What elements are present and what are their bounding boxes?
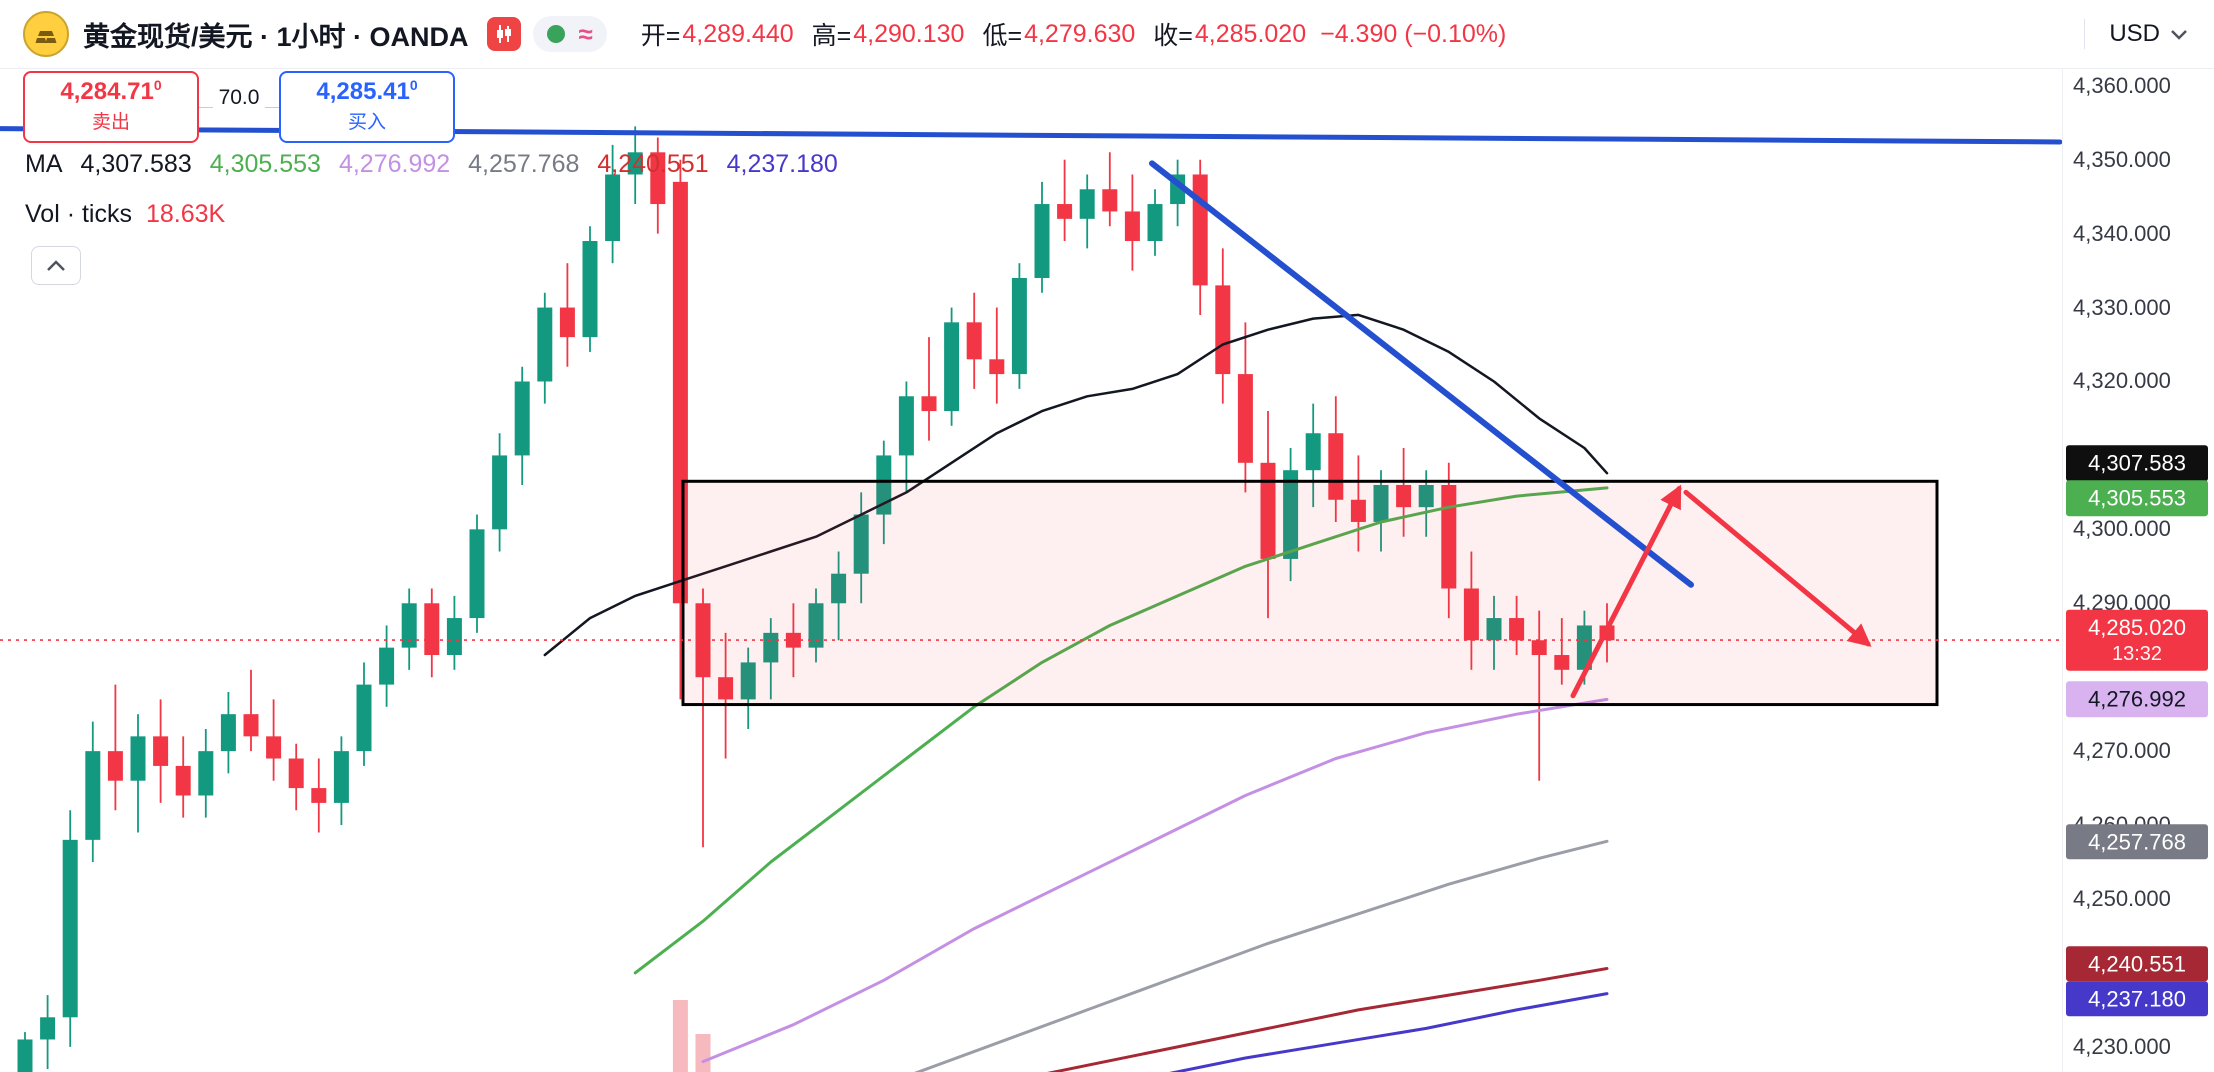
wave-indicator-icon[interactable]: ≈ xyxy=(578,19,593,49)
price-axis-label: 4,360.000 xyxy=(2073,72,2171,98)
currency-selector[interactable]: USD xyxy=(2084,19,2188,49)
volume-value: 18.63K xyxy=(145,200,226,228)
ma-value: 4,240.551 xyxy=(597,150,709,178)
price-axis-label: 4,340.000 xyxy=(2073,220,2171,246)
ma-label: MA xyxy=(25,150,63,178)
arrow-annotation-2[interactable] xyxy=(1683,489,1872,647)
close-value: 4,285.020 xyxy=(1194,19,1307,48)
ma-red-line xyxy=(1046,967,1609,1072)
sell-price-main: 4,284.71 xyxy=(60,78,154,105)
ma-value: 4,276.992 xyxy=(338,150,451,178)
symbol-title[interactable]: 黄金现货/美元 · 1小时 · OANDA xyxy=(83,21,469,52)
candle-glyph-icon xyxy=(496,25,511,43)
sell-price: 4,284.710 xyxy=(29,77,193,106)
currency-label: USD xyxy=(2109,20,2160,47)
trade-panel: 4,284.710 卖出 70.0 4,285.410 买入 xyxy=(23,71,455,143)
gold-bars-icon xyxy=(35,31,57,43)
price-badge: 4,237.180 xyxy=(2066,981,2208,1017)
price-badge: 4,285.020 13:32 xyxy=(2066,609,2208,671)
sell-price-sup: 0 xyxy=(153,77,162,93)
collapse-indicators-button[interactable] xyxy=(31,246,81,285)
volume-bars-layer xyxy=(672,1000,711,1072)
ma-green-line xyxy=(633,486,1609,975)
ma-gray-line xyxy=(914,839,1609,1072)
candlestick-icon[interactable] xyxy=(486,17,521,51)
change-value: −4.390 (−0.10%) xyxy=(1320,19,1507,48)
range-box-annotation[interactable] xyxy=(681,479,1939,707)
volume-label: Vol · ticks xyxy=(25,200,132,228)
dot-indicator-icon[interactable] xyxy=(546,25,565,43)
price-axis-label: 4,320.000 xyxy=(2073,368,2171,394)
price-axis-label: 4,330.000 xyxy=(2073,294,2171,320)
symbol-logo-icon[interactable] xyxy=(23,11,69,57)
spread-widget: 70.0 xyxy=(199,78,279,136)
spread-value: 70.0 xyxy=(212,86,266,110)
ma-value: 4,307.583 xyxy=(80,150,192,178)
ma-indigo-line xyxy=(1169,992,1609,1072)
ohlc-readout: 开= 4,289.440 高= 4,290.130 低= 4,279.630 收= 4,… xyxy=(641,16,1507,52)
price-axis-label: 4,350.000 xyxy=(2073,146,2171,172)
price-badge: 4,240.551 xyxy=(2066,946,2208,982)
volume-legend[interactable]: Vol · ticks 18.63K xyxy=(25,200,225,229)
high-label: 高= xyxy=(811,22,852,50)
ma-value: 4,257.768 xyxy=(468,150,580,178)
ma-black-line xyxy=(543,313,1609,657)
trendline-2[interactable] xyxy=(1149,160,1694,588)
open-label: 开= xyxy=(640,22,681,50)
arrow-annotation-1[interactable] xyxy=(1570,484,1682,699)
buy-label: 买入 xyxy=(347,112,386,133)
chevron-up-icon xyxy=(47,259,65,271)
price-axis-label: 4,250.000 xyxy=(2073,886,2171,911)
low-label: 低= xyxy=(982,22,1023,50)
sell-label: 卖出 xyxy=(91,112,130,133)
low-value: 4,279.630 xyxy=(1024,19,1136,48)
candles-layer xyxy=(17,126,1615,1072)
ma-legend[interactable]: MA 4,307.583 4,305.553 4,276.992 4,257.768 4… xyxy=(25,150,838,179)
toolbar: 黄金现货/美元 · 1小时 · OANDA ≈ 开= 4,289.440 高= 4,… xyxy=(0,0,2214,69)
buy-button[interactable]: 4,285.410 买入 xyxy=(279,71,455,143)
price-badge: 4,276.992 xyxy=(2066,681,2208,718)
price-axis-label: 4,300.000 xyxy=(2073,516,2171,542)
close-label: 收= xyxy=(1153,22,1193,50)
price-badge: 4,257.768 xyxy=(2066,823,2208,860)
ma-value: 4,305.553 xyxy=(209,150,321,178)
price-badge: 4,305.553 xyxy=(2066,480,2208,517)
buy-price-main: 4,285.41 xyxy=(316,78,410,105)
price-axis-label: 4,230.000 xyxy=(2073,1033,2171,1059)
buy-price: 4,285.410 xyxy=(285,77,449,106)
open-value: 4,289.440 xyxy=(682,19,794,48)
ma-violet-line xyxy=(701,697,1609,1064)
indicator-pill: ≈ xyxy=(532,16,607,52)
price-axis[interactable]: 4,360.000 4,350.000 4,340.000 4,330.000 4,32… xyxy=(2062,0,2214,1072)
price-badge: 4,307.583 xyxy=(2066,445,2208,482)
price-chart[interactable] xyxy=(0,0,2063,1072)
chevron-down-icon xyxy=(2171,30,2187,40)
high-value: 4,290.130 xyxy=(853,19,965,48)
ma-value: 4,237.180 xyxy=(726,150,838,178)
ma-values: 4,307.583 4,305.553 4,276.992 4,257.768 4,24… xyxy=(81,150,838,179)
sell-button[interactable]: 4,284.710 卖出 xyxy=(23,71,199,143)
price-axis-label: 4,270.000 xyxy=(2073,738,2171,764)
toolbar-divider xyxy=(2084,19,2086,49)
buy-price-sup: 0 xyxy=(409,77,418,93)
